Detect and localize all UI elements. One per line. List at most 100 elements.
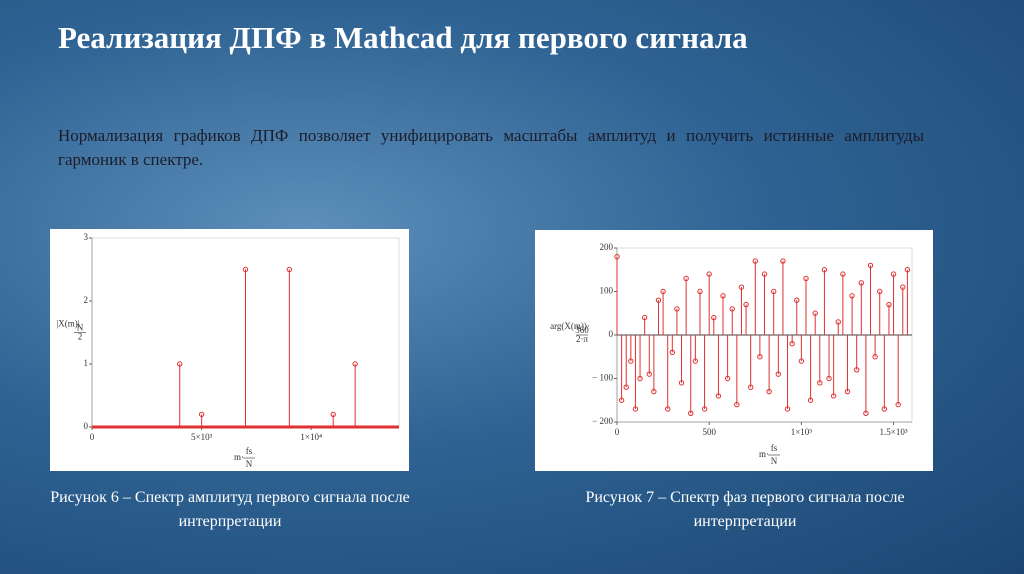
y-label: 2·π: [576, 334, 588, 344]
stem-marker: [646, 371, 652, 377]
stem-marker: [817, 380, 823, 386]
stem-marker: [752, 258, 758, 264]
stem-marker: [692, 358, 699, 364]
stem-marker: [637, 375, 643, 382]
y-tick-label: − 200: [592, 416, 613, 426]
stem-marker: [729, 306, 735, 312]
stem-marker: [242, 266, 249, 273]
stem-marker: [821, 267, 828, 273]
stem-marker: [798, 358, 805, 364]
y-label: 2: [78, 332, 83, 342]
stem-marker: [761, 271, 768, 277]
stem-marker: [711, 314, 717, 321]
stem-marker: [877, 288, 883, 295]
stem-marker: [651, 388, 657, 395]
stem-marker: [724, 375, 731, 382]
stem-marker: [738, 284, 745, 290]
stem-marker: [706, 271, 712, 277]
caption: Рисунок 7 – Спектр фаз первого сигнала п…: [585, 489, 905, 530]
stem-marker: [697, 288, 703, 295]
x-tick-label: 500: [702, 427, 716, 437]
stem-marker: [826, 375, 832, 382]
stem-marker: [674, 306, 680, 312]
stem-marker: [655, 297, 662, 303]
x-tick-label: 0: [90, 432, 95, 442]
stem-marker: [660, 288, 666, 295]
stem-marker: [789, 341, 795, 347]
y-tick-label: 100: [600, 286, 614, 296]
stem-marker: [177, 361, 183, 367]
stem-marker: [757, 354, 763, 360]
stem-marker: [688, 410, 694, 416]
stem-marker: [628, 358, 634, 364]
stem-marker: [849, 293, 855, 299]
stem-marker: [780, 258, 786, 264]
stem-marker: [830, 393, 837, 399]
stem-marker: [618, 397, 625, 403]
stem-marker: [807, 397, 814, 403]
stem-marker: [715, 393, 722, 399]
stem-marker: [872, 354, 878, 360]
stem-marker: [886, 301, 892, 308]
x-label: N: [246, 459, 253, 469]
stem-marker: [669, 349, 676, 356]
stem-marker: [863, 410, 869, 416]
stem-marker: [641, 314, 648, 321]
x-tick-label: 0: [615, 427, 620, 437]
chart-panel: [535, 230, 933, 471]
stem-marker: [784, 406, 791, 412]
stem-marker: [840, 271, 846, 277]
y-tick-label: 200: [600, 242, 614, 252]
x-label: m·: [234, 452, 244, 462]
stem-marker: [835, 319, 841, 325]
stem-marker: [632, 406, 639, 412]
x-tick-label: 1×10⁴: [300, 432, 322, 442]
stem-marker: [853, 367, 860, 373]
y-label: arg(X(m))·: [550, 321, 590, 331]
stem-marker: [858, 280, 864, 286]
y-tick-label: 0: [84, 421, 89, 431]
stem-marker: [812, 310, 818, 316]
y-label: 360: [575, 325, 589, 335]
stem-marker: [614, 254, 620, 260]
stem-marker: [900, 284, 906, 290]
stem-marker: [720, 293, 726, 299]
stem-marker: [743, 301, 749, 308]
stem-marker: [895, 401, 901, 408]
x-label: fs: [246, 446, 253, 456]
stem-marker: [198, 411, 205, 418]
stem-marker: [775, 371, 782, 377]
y-label: |X(m)|: [56, 319, 79, 329]
y-tick-label: 0: [609, 329, 614, 339]
stem-marker: [286, 266, 293, 273]
stem-marker: [904, 267, 911, 273]
y-tick-label: 2: [84, 295, 89, 305]
stem-marker: [701, 406, 708, 412]
stem-marker: [330, 411, 336, 418]
stem-marker: [766, 388, 772, 395]
stem-marker: [844, 388, 851, 395]
x-label: N: [771, 456, 778, 466]
stem-marker: [683, 275, 689, 282]
stem-marker: [734, 401, 740, 408]
y-tick-label: 1: [84, 358, 89, 368]
paragraph: Нормализация графиков ДПФ позволяет униф…: [58, 126, 924, 169]
x-tick-label: 5×10³: [191, 432, 213, 442]
y-tick-label: 3: [84, 232, 89, 242]
y-label: N: [77, 323, 84, 333]
slide-title: Реализация ДПФ в Mathcad для первого сиг…: [58, 20, 748, 55]
stem-marker: [881, 406, 888, 412]
stem-marker: [747, 384, 754, 390]
stem-marker: [623, 384, 629, 390]
stem-marker: [867, 262, 874, 269]
x-label: m·: [759, 449, 769, 459]
x-tick-label: 1×10³: [791, 427, 813, 437]
stem-marker: [352, 361, 358, 367]
stem-marker: [803, 275, 809, 282]
stem-marker: [771, 288, 777, 295]
stem-marker: [665, 406, 671, 412]
stem-marker: [890, 271, 897, 277]
stem-marker: [678, 380, 685, 386]
